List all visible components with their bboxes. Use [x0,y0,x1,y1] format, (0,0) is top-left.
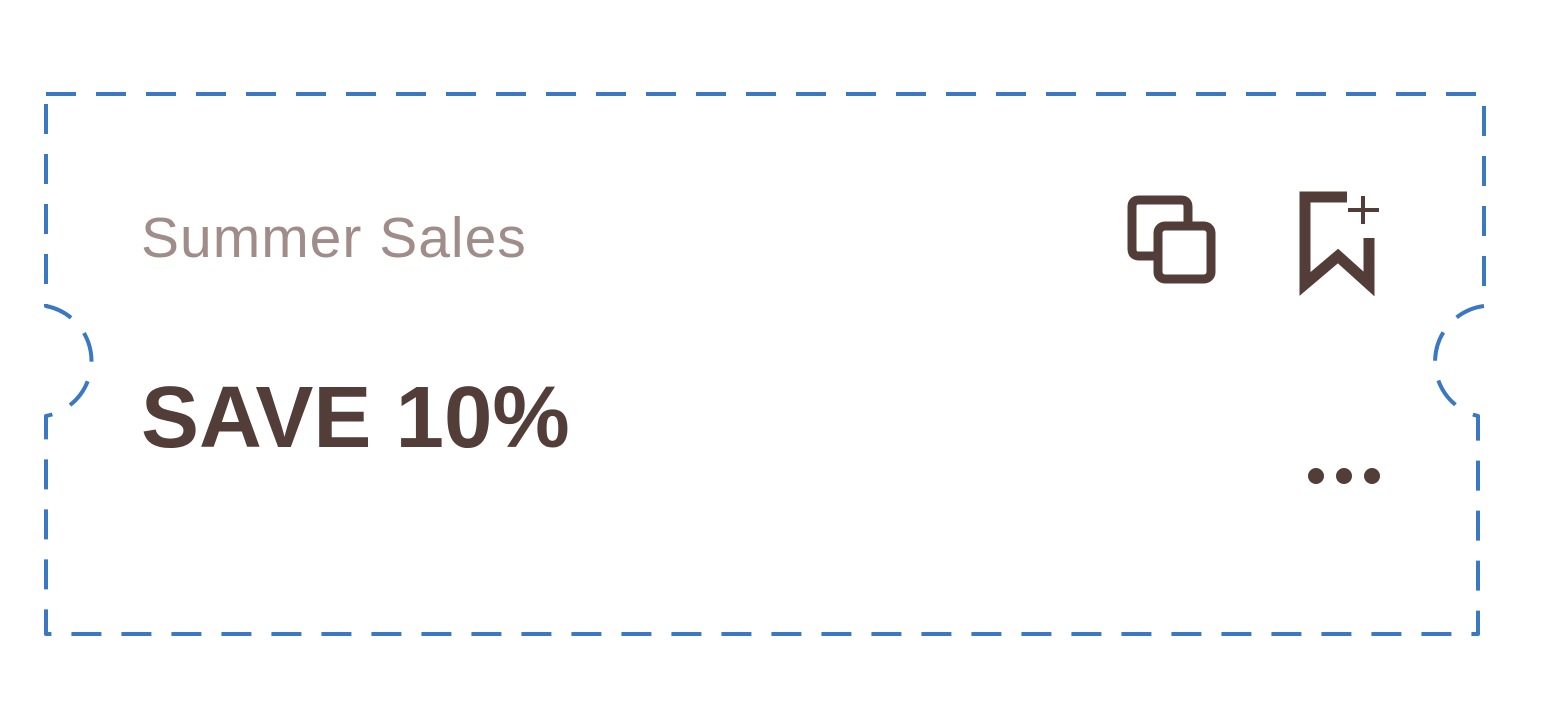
coupon-border [44,92,1486,636]
bookmark-add-button[interactable] [1290,184,1394,296]
coupon-title: Summer Sales [141,206,527,270]
more-options-button[interactable] [1296,452,1392,500]
copy-button[interactable] [1118,186,1228,296]
more-horizontal-icon [1308,468,1380,484]
coupon-discount-headline: SAVE 10% [141,369,570,466]
bookmark-add-icon [1299,191,1379,296]
copy-icon [1127,195,1216,284]
